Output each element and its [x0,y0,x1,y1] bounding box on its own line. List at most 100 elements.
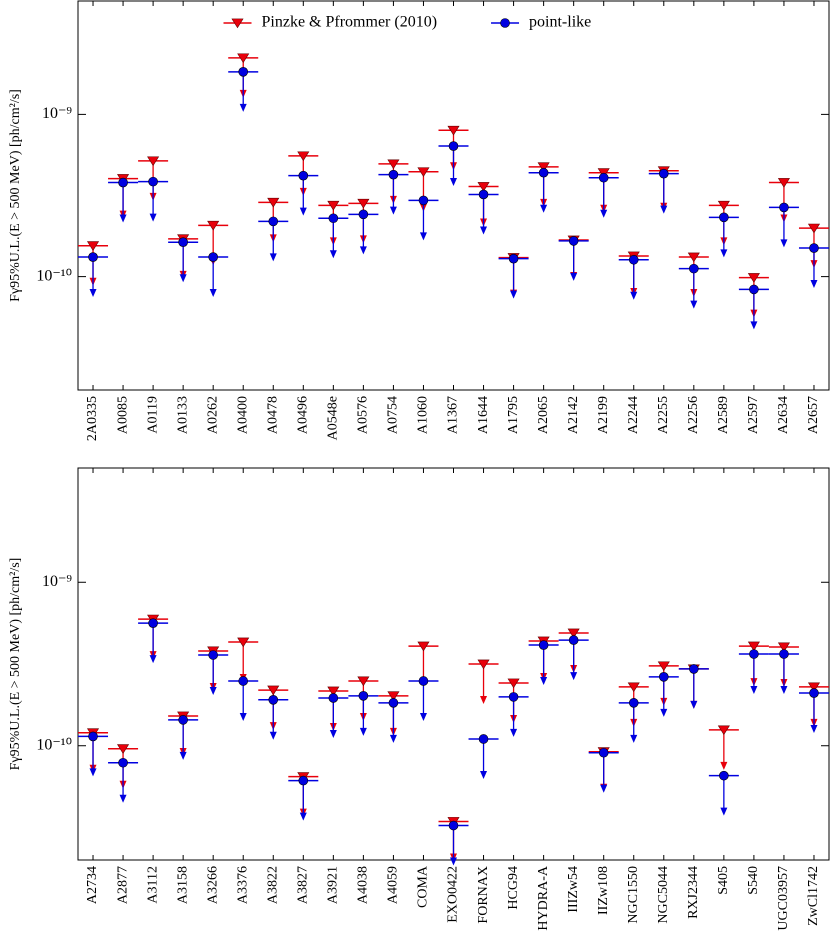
x-tick-label: A1367 [446,396,461,434]
x-tick-label: FORNAX [476,866,491,924]
marker [508,692,519,702]
arrow-head [600,784,608,793]
arrow-head [810,725,818,734]
x-tick-label: A3376 [235,866,250,904]
marker [178,237,188,247]
arrow-head [419,712,427,721]
x-tick-label: A3822 [265,866,280,904]
marker [417,641,430,652]
arrow-head [540,677,548,686]
upper-limit [168,715,199,760]
x-tick-label: A0400 [235,396,250,434]
marker [327,200,340,211]
x-tick-label: A2597 [746,396,761,434]
arrow-head [600,209,608,218]
upper-limit [438,820,469,866]
marker [478,734,489,744]
arrow-head [480,226,488,235]
upper-limit [228,67,259,112]
upper-limit [258,216,289,262]
arrow-head [389,734,397,743]
marker [779,649,789,659]
marker [148,176,158,187]
upper-limit [288,775,319,821]
marker [238,676,249,686]
arrow-head [450,857,457,866]
marker [358,691,369,701]
legend-label: Pinzke & Pfrommer (2010) [262,14,438,31]
upper-limit [468,734,499,779]
upper-limit [378,169,409,215]
marker [747,641,760,652]
y-tick-label: 10⁻⁹ [42,105,72,122]
upper-limit [318,693,349,738]
upper-limit [138,176,169,222]
upper-limit [468,659,499,705]
x-tick-label: A0478 [265,396,280,434]
x-tick-label: A2255 [656,396,671,434]
axes-frame [77,0,830,391]
marker [749,649,759,659]
marker [777,178,790,188]
marker [627,682,640,693]
arrow-head [690,300,698,309]
x-tick-label: A2877 [115,866,130,904]
arrow-head [780,686,788,695]
x-tick-label: A0133 [175,396,190,434]
upper-limit [768,202,799,248]
marker [687,252,700,263]
arrow-head [510,728,518,737]
upper-limit [558,236,589,281]
marker [118,177,128,188]
legend-marker [500,18,510,28]
upper-limit [258,694,289,740]
marker [719,770,729,781]
arrow-head [209,289,217,298]
marker [357,198,370,209]
marker [568,236,579,246]
marker [208,252,218,262]
x-tick-label: IIZw108 [596,866,611,915]
marker [417,167,430,177]
upper-limit [618,254,649,300]
arrow-head [810,280,818,289]
arrow-head [209,686,217,695]
marker [86,241,100,251]
upper-limit [318,213,349,259]
y-axis-label: Fγ95%U.L.(E > 500 MeV) [ph/cm²/s] [8,89,23,302]
upper-limit [528,640,559,686]
marker [507,678,520,689]
marker [658,672,669,682]
x-tick-label: ZwCl1742 [806,866,821,926]
x-tick-label: A0576 [356,396,371,434]
x-tick-label: A0085 [115,396,130,434]
marker [779,202,789,213]
marker [807,682,821,693]
marker [237,53,250,64]
upper-limit [198,252,229,298]
upper-limit [648,168,679,214]
marker [267,197,280,208]
arrow-head [419,232,427,241]
upper-limit [588,172,619,218]
upper-limit [408,676,439,721]
marker [478,189,489,200]
marker [448,820,459,831]
x-tick-label: A1795 [506,396,521,434]
arrow-head [480,696,488,705]
marker [538,167,549,178]
marker [387,691,400,702]
x-tick-label: A2657 [806,396,821,434]
marker [88,252,98,262]
legend-label: point-like [529,14,591,31]
x-tick-label: 2A0335 [85,396,100,441]
x-tick-label: HYDRA-A [536,865,551,930]
arrow-head [720,807,728,816]
marker [477,182,490,192]
upper-limit [468,189,499,235]
arrow-head [359,246,367,255]
upper-limit [348,209,379,255]
arrow-head [690,700,698,709]
marker [447,125,460,136]
arrow-head [179,751,187,760]
